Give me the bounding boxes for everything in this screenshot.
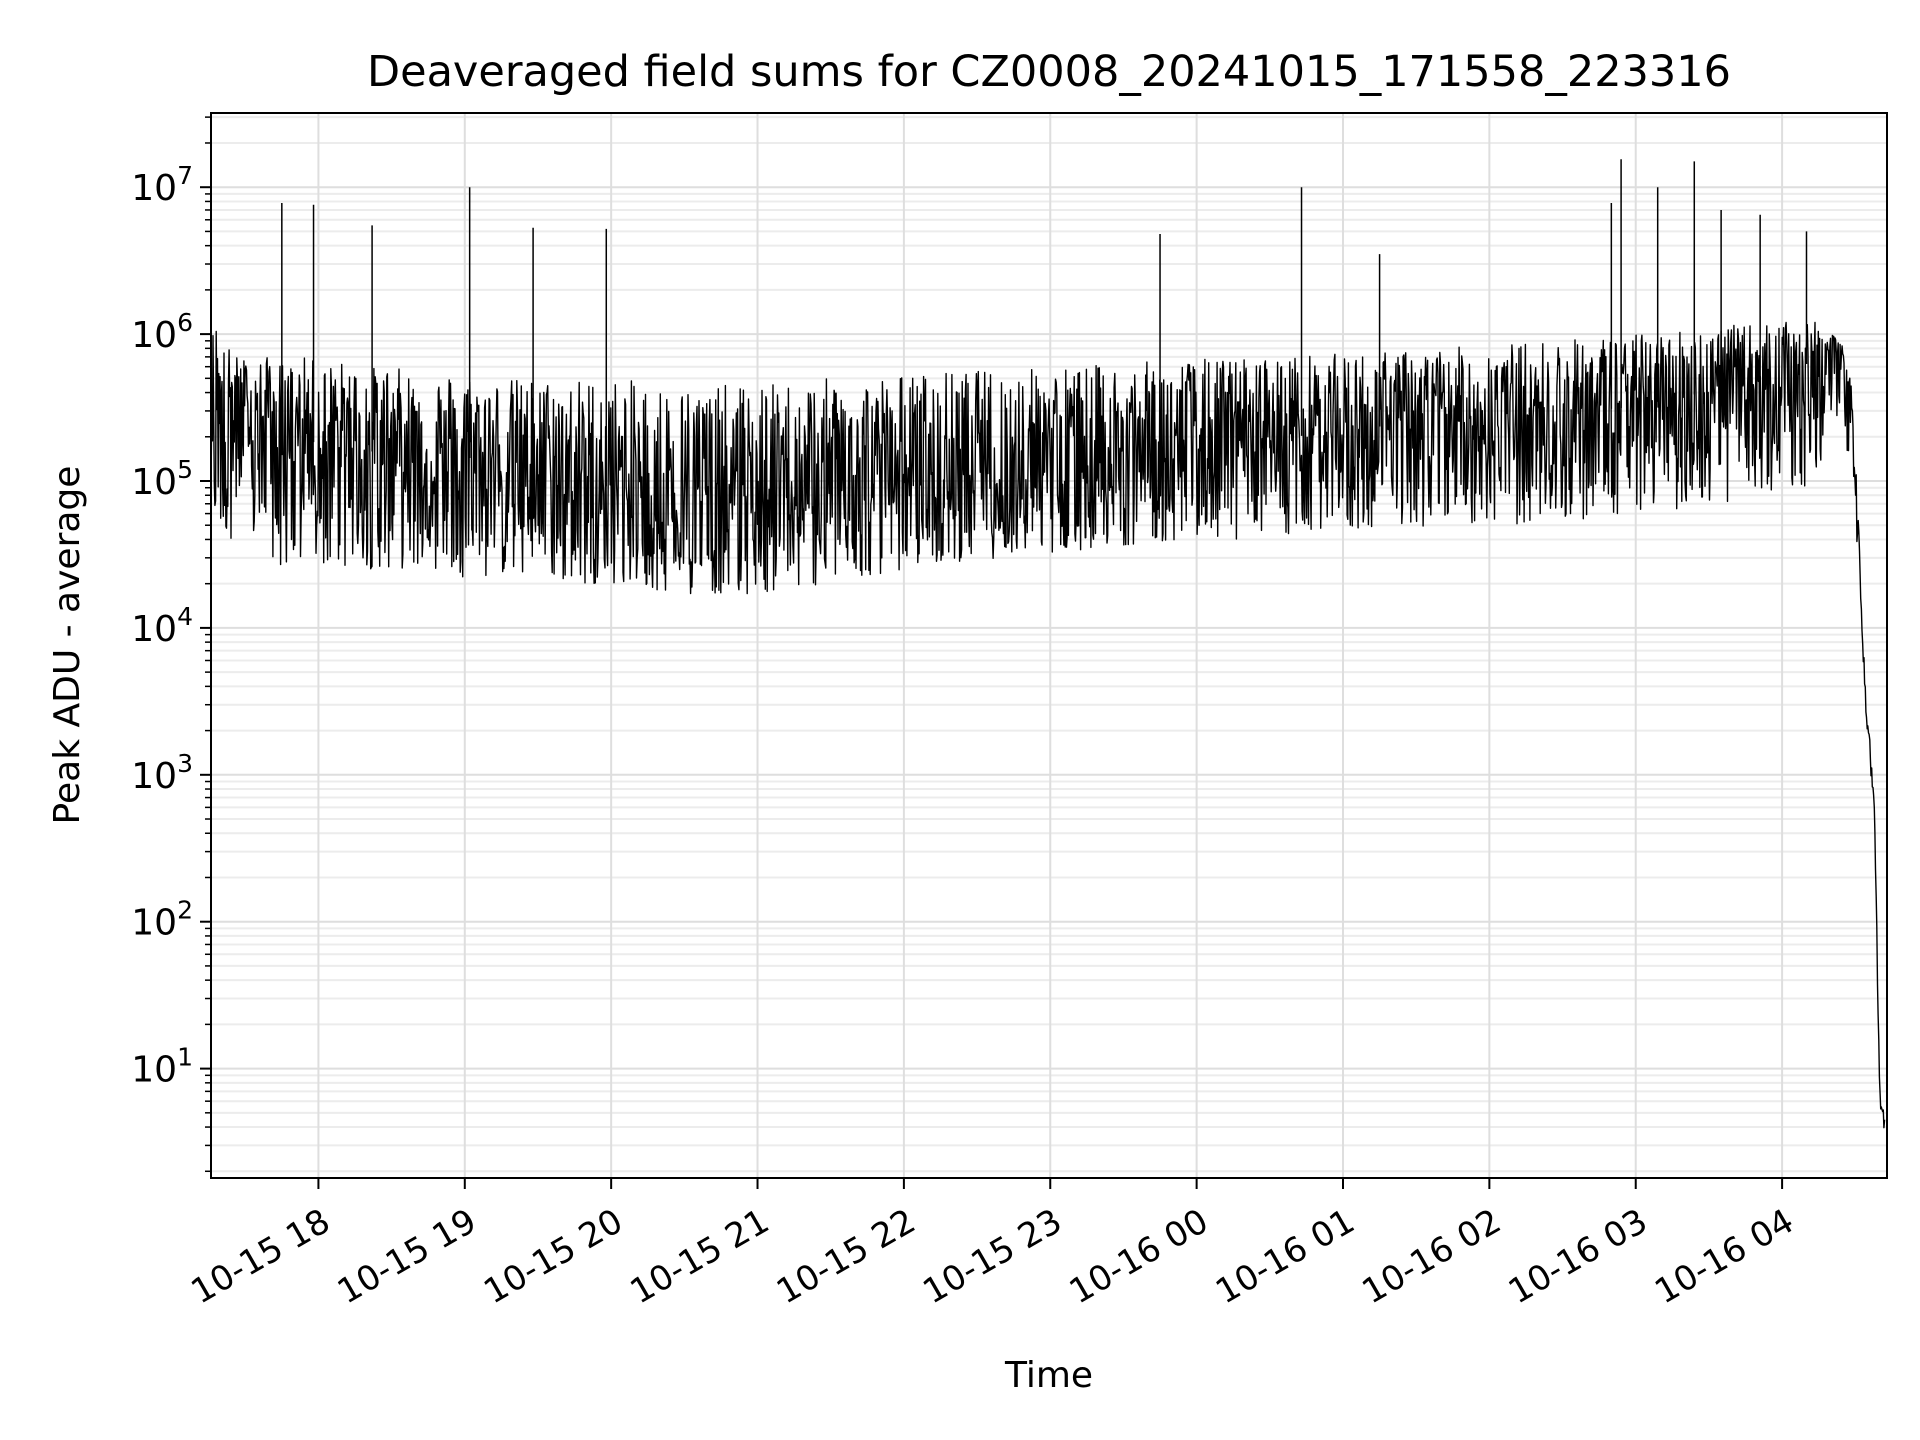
y-tick-label: 102 [131,896,193,944]
plot-frame [210,112,1888,1179]
y-tick-label: 106 [131,308,193,356]
y-tick-label: 105 [131,455,193,503]
series-layer [211,159,1886,1129]
y-axis: 101 102 103 104 105 106 107 [131,116,211,1173]
y-tick-label: 101 [131,1043,193,1091]
minor-grid [211,116,1887,1173]
y-axis-label: Peak ADU - average [47,466,88,825]
chart-title: Deaveraged field sums for CZ0008_2024101… [367,47,1731,97]
major-grid [211,113,1887,1178]
series-line [211,321,1886,1129]
x-axis-label: Time [1004,1355,1093,1396]
y-tick-label: 103 [131,749,193,797]
y-tick-label: 104 [131,602,193,650]
y-tick-label: 107 [131,161,193,209]
